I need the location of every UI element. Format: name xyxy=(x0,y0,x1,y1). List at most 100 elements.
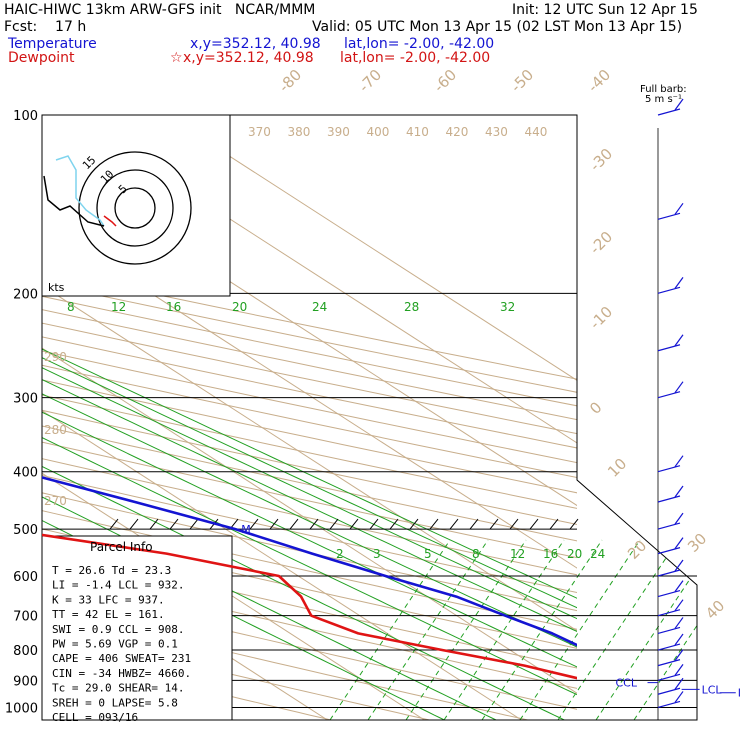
hodograph-box xyxy=(41,114,231,297)
moist-adiabat xyxy=(633,539,697,720)
wind-barb xyxy=(657,212,681,220)
barb-legend-line2: 5 m s⁻¹ xyxy=(645,94,682,105)
isotherm-label: -70 xyxy=(355,66,385,96)
theta-label: 370 xyxy=(248,125,271,139)
hatch-mark xyxy=(329,518,339,530)
wind-barb xyxy=(657,391,681,399)
mixing-ratio-line xyxy=(42,436,577,696)
wind-barb-flag xyxy=(674,276,684,289)
dry-adiabat xyxy=(42,607,528,720)
lcl-label: LCL xyxy=(702,683,723,696)
wind-barb xyxy=(657,465,681,473)
hodograph-ring xyxy=(96,169,174,247)
hatch-mark xyxy=(469,518,479,530)
wind-barb-flag xyxy=(674,617,684,629)
isotherm-label: -40 xyxy=(584,66,614,96)
parcel-info-row: CAPE = 406 SWEAT= 231 xyxy=(52,652,191,665)
wind-barb xyxy=(657,108,681,116)
hatch-mark xyxy=(189,518,199,530)
dewpoint-star-icon: ☆ xyxy=(170,50,183,66)
hatch-mark xyxy=(149,518,159,530)
mixing-ratio-line xyxy=(42,393,577,648)
wind-barb xyxy=(657,590,681,598)
theta-label: 280 xyxy=(44,423,67,437)
isotherm xyxy=(165,115,577,381)
wind-barb-flag xyxy=(674,559,684,572)
parcel-info-row: SWI = 0.9 CCL = 908. xyxy=(52,623,184,636)
parcel-info-row: PW = 5.69 VGP = 0.1 xyxy=(52,638,178,651)
temperature-latlon: lat,lon= -2.00, -42.00 xyxy=(344,36,495,52)
mixing-ratio-label: 20 xyxy=(567,547,582,561)
dry-adiabat xyxy=(42,458,577,576)
isotherm-label: 0 xyxy=(586,398,605,417)
mixing-ratio-line xyxy=(42,348,577,599)
isotherm xyxy=(42,222,577,569)
wind-barb xyxy=(657,569,681,577)
isotherm-label: -80 xyxy=(275,66,305,96)
hatch-mark xyxy=(109,518,119,530)
dry-adiabat xyxy=(42,295,577,407)
pressure-label: 100 xyxy=(13,109,38,124)
theta-label: 440 xyxy=(525,125,548,139)
parcel-info-row: Tc = 29.0 SHEAR= 14. xyxy=(52,682,184,695)
isotherm xyxy=(42,347,577,694)
moist-adiabat xyxy=(367,539,489,720)
isotherm-label: -50 xyxy=(507,66,537,96)
pressure-label: 300 xyxy=(13,392,38,407)
lfc-label: LFC xyxy=(738,687,740,700)
wind-barb xyxy=(657,286,681,294)
mixing-ratio-label: 20 xyxy=(232,300,247,314)
wind-barb xyxy=(657,673,681,681)
wind-barb xyxy=(657,626,681,635)
mixing-ratio-label: 16 xyxy=(543,547,558,561)
init-time: Init: 12 UTC Sun 12 Apr 15 xyxy=(512,2,698,18)
wind-barb-flag xyxy=(674,455,684,468)
wind-barb xyxy=(657,344,681,352)
pressure-label: 500 xyxy=(13,523,38,538)
wind-barb-flag xyxy=(674,677,684,690)
wind-barb xyxy=(657,659,681,667)
theta-label: 400 xyxy=(367,125,390,139)
wind-barb-flag xyxy=(674,334,684,347)
mixing-ratio-line xyxy=(42,367,577,620)
theta-label: 290 xyxy=(44,350,67,364)
parcel-info-row: CELL = 093/16 xyxy=(52,711,138,724)
isotherm-label: -60 xyxy=(430,66,460,96)
theta-label: 390 xyxy=(327,125,350,139)
hatch-mark xyxy=(529,518,539,530)
isotherm xyxy=(42,472,425,720)
dry-adiabat xyxy=(42,586,577,710)
wind-barb-flag xyxy=(674,649,684,661)
hodograph-units: kts xyxy=(48,281,65,294)
dry-adiabat xyxy=(42,322,577,435)
hatch-mark xyxy=(489,518,499,530)
mixing-ratio-label: 24 xyxy=(590,547,605,561)
mixing-ratio-line xyxy=(42,357,577,609)
pressure-label: 600 xyxy=(13,570,38,585)
wind-barb-flag xyxy=(674,485,684,498)
theta-label: 430 xyxy=(485,125,508,139)
hatch-mark xyxy=(249,518,259,530)
dry-adiabat xyxy=(42,350,577,464)
hatch-mark xyxy=(449,518,459,530)
mixing-ratio-label: 2 xyxy=(336,547,344,561)
moist-adiabat xyxy=(405,539,527,720)
wind-barb-flag xyxy=(674,537,684,549)
mixing-ratio-label: 8 xyxy=(472,547,480,561)
mixing-ratio-line xyxy=(42,411,577,668)
dewpoint-xy: x,y=352.12, 40.98 xyxy=(183,50,314,66)
isotherm-label: 40 xyxy=(702,597,728,623)
hatch-mark xyxy=(169,518,179,530)
hatch-mark xyxy=(569,518,579,530)
temperature-xy: x,y=352.12, 40.98 xyxy=(190,36,321,52)
isotherm-label: -20 xyxy=(586,228,616,258)
moist-adiabat xyxy=(443,539,565,720)
mixing-ratio-label: 12 xyxy=(111,300,126,314)
isotherm xyxy=(42,284,577,632)
hodograph-ring xyxy=(78,151,192,265)
moist-adiabat-group xyxy=(329,539,697,720)
dry-adiabat xyxy=(42,492,577,612)
moist-adiabat xyxy=(519,539,641,720)
wind-barb-flag xyxy=(674,381,684,394)
